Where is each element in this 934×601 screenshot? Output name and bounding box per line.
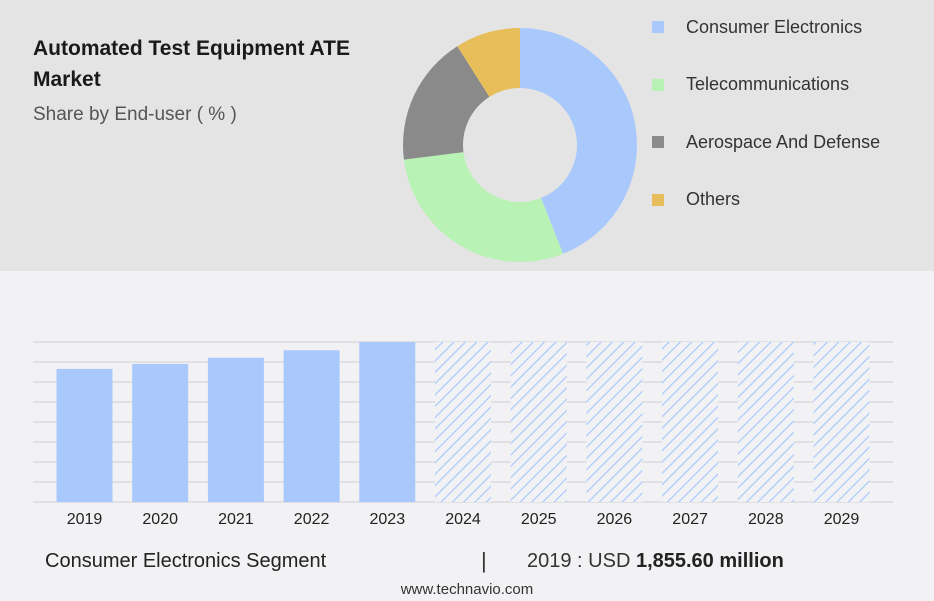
legend-label: Consumer Electronics — [686, 16, 863, 37]
legend-item-telecommunications: Telecommunications — [652, 70, 922, 100]
x-tick-label-2020: 2020 — [142, 511, 178, 528]
bar-2023 — [359, 342, 416, 502]
x-tick-label-2029: 2029 — [824, 511, 860, 528]
legend-swatch — [652, 193, 664, 206]
legend-swatch — [652, 21, 664, 33]
donut-slice-others — [457, 28, 520, 97]
x-tick-label-2025: 2025 — [521, 511, 557, 528]
legend-item-others: Others — [652, 185, 922, 215]
footer-separator: | — [481, 548, 487, 573]
legend-label: Aerospace And Defense — [686, 131, 881, 152]
x-tick-label-2026: 2026 — [597, 511, 633, 528]
legend-swatch — [652, 136, 664, 148]
forecast-bar-2024 — [435, 342, 491, 502]
forecast-bar-2026 — [586, 342, 643, 502]
bar-2019 — [56, 368, 113, 502]
forecast-bar-2028 — [737, 342, 794, 502]
donut-chart — [403, 28, 637, 262]
x-tick-label-2027: 2027 — [672, 511, 708, 528]
x-tick-label-2019: 2019 — [67, 511, 103, 528]
donut-slice-aerospace-and-defense — [403, 46, 490, 160]
legend-label: Telecommunications — [686, 74, 850, 94]
forecast-bar-2029 — [813, 342, 870, 502]
x-tick-label-2023: 2023 — [370, 511, 406, 528]
donut-slice-telecommunications — [403, 152, 564, 262]
segment-value: 2019 : USD 1,855.60 million — [527, 550, 784, 573]
x-tick-label-2028: 2028 — [748, 511, 784, 528]
legend-item-consumer-electronics: Consumer Electronics — [652, 12, 922, 42]
donut-slice-consumer-electronics — [520, 28, 637, 254]
segment-label: Consumer Electronics Segment — [45, 550, 327, 572]
forecast-bar-2027 — [662, 342, 719, 502]
x-tick-label-2022: 2022 — [294, 511, 330, 528]
chart-title: Automated Test Equipment ATE Market — [33, 37, 350, 91]
legend-label: Others — [686, 189, 741, 209]
segment-value-amount: 1,855.60 million — [635, 550, 784, 572]
bar-2020 — [132, 363, 189, 502]
segment-year-label: 2019 : USD — [527, 550, 631, 572]
bar-chart: 2019 2020 2021 2022 2023 2024 2025 2026 2027 2028… — [33, 341, 893, 528]
chart-subtitle: Share by End-user ( % ) — [33, 104, 237, 125]
x-tick-label-2024: 2024 — [445, 511, 481, 528]
x-tick-label-2021: 2021 — [218, 511, 254, 528]
bar-2021 — [207, 357, 264, 502]
source-link[interactable]: www.technavio.com — [400, 581, 534, 598]
forecast-bar-2025 — [510, 342, 567, 502]
legend-item-aerospace-and-defense: Aerospace And Defense — [652, 127, 922, 157]
legend-swatch — [652, 78, 664, 91]
bar-2022 — [283, 350, 340, 502]
